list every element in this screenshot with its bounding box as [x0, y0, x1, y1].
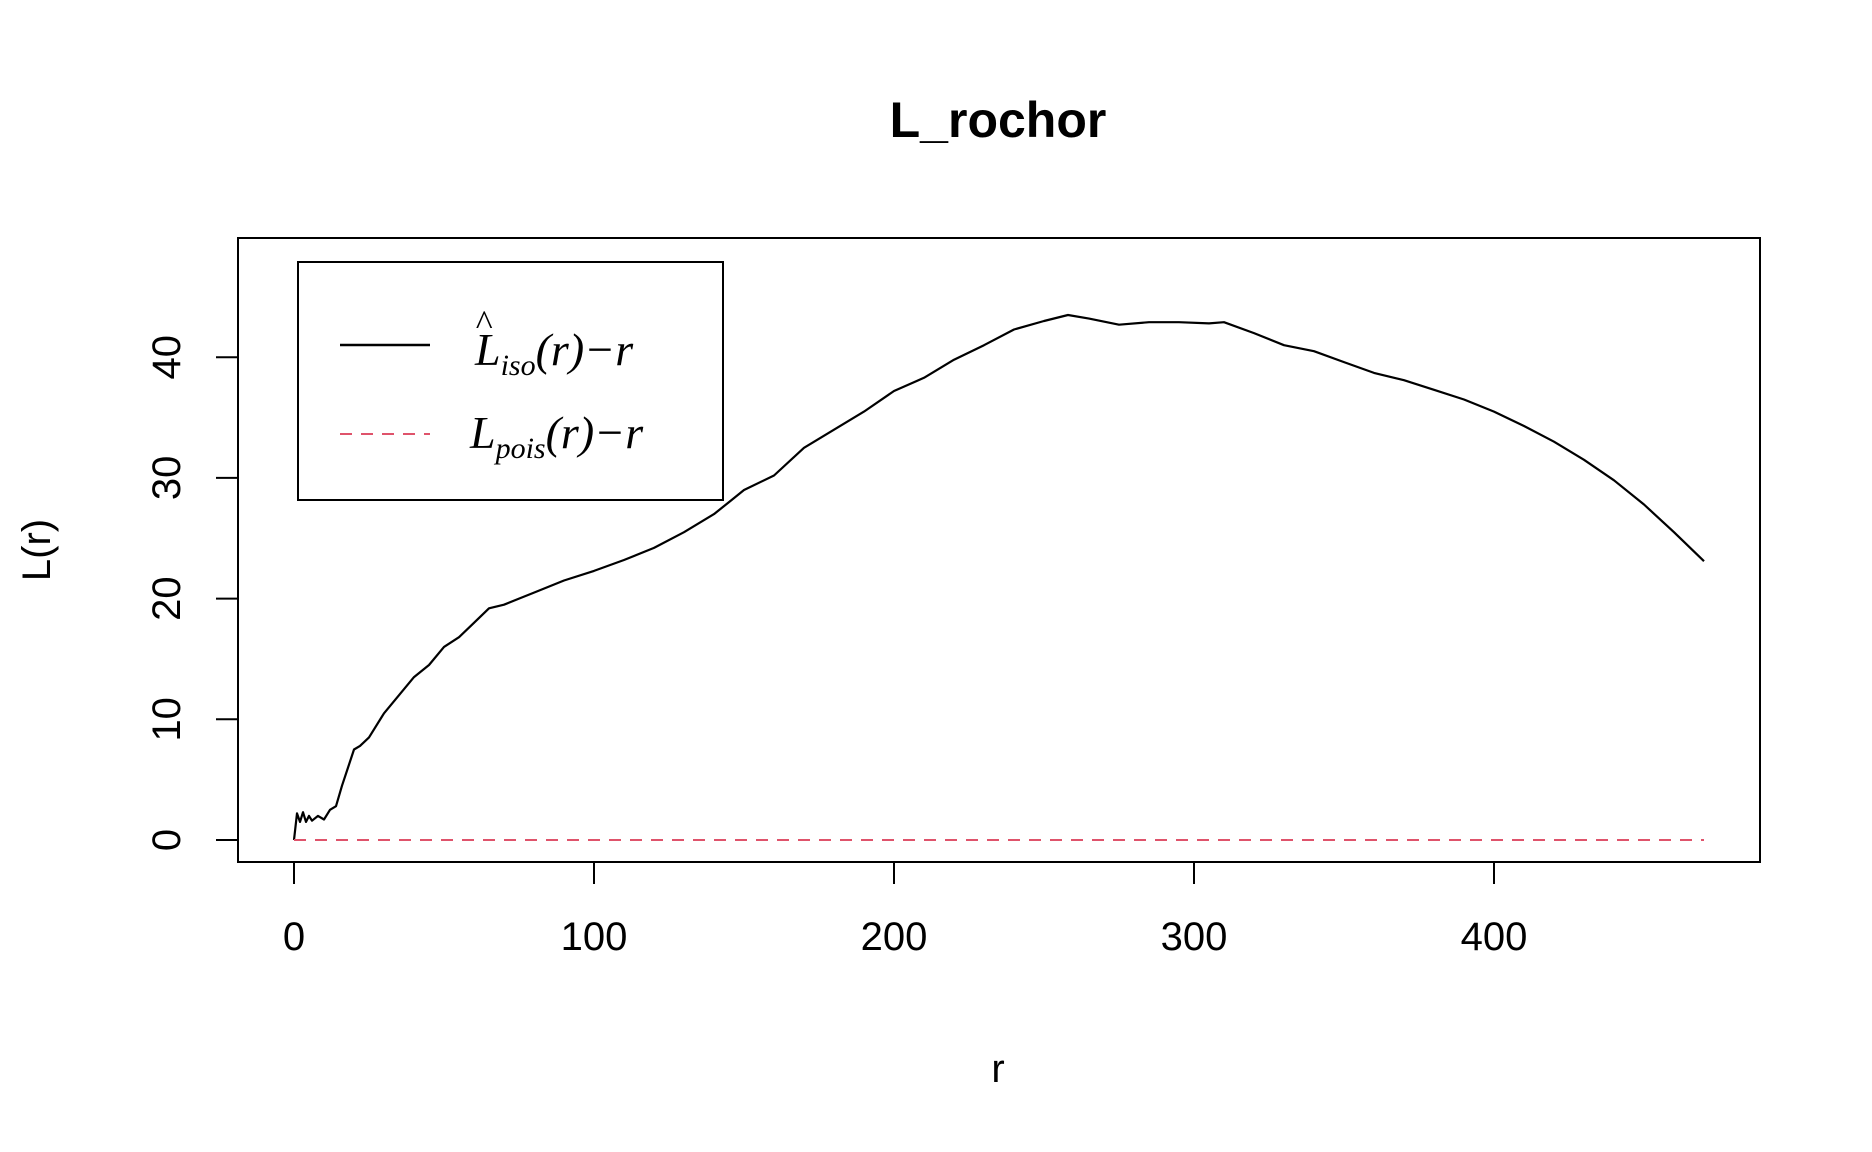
y-tick-label: 10 — [145, 697, 189, 742]
x-tick-label: 100 — [561, 915, 628, 959]
legend-label-iso: Liso(r)−r — [474, 324, 634, 382]
x-tick-label: 0 — [283, 915, 305, 959]
legend-label-pois: Lpois(r)−r — [469, 407, 644, 465]
chart-title: L_rochor — [890, 92, 1107, 148]
legend-box — [297, 261, 724, 501]
y-axis-label: L(r) — [15, 519, 59, 581]
x-tick-label: 400 — [1461, 915, 1528, 959]
legend-tail-pois: (r)−r — [546, 407, 645, 458]
legend-tail-iso: (r)−r — [536, 324, 635, 375]
legend-main-pois: L — [469, 407, 496, 458]
y-axis: 0 10 20 30 40 — [145, 335, 239, 851]
y-tick-label: 20 — [145, 576, 189, 621]
legend-hat-iso: ^ — [475, 303, 493, 343]
legend-main-iso: L — [474, 324, 501, 375]
y-tick-label: 40 — [145, 335, 189, 380]
legend: ^ Liso(r)−r Lpois(r)−r — [297, 261, 724, 501]
x-axis: 0 100 200 300 400 — [283, 861, 1528, 959]
series-line-iso — [292, 313, 1705, 841]
x-tick-label: 200 — [861, 915, 928, 959]
legend-sub-pois: pois — [494, 432, 546, 465]
legend-sub-iso: iso — [501, 349, 536, 382]
x-axis-label: r — [991, 1047, 1004, 1091]
y-tick-label: 30 — [145, 456, 189, 501]
series-layer — [292, 313, 1705, 841]
y-tick-label: 0 — [145, 829, 189, 851]
x-tick-label: 300 — [1161, 915, 1228, 959]
